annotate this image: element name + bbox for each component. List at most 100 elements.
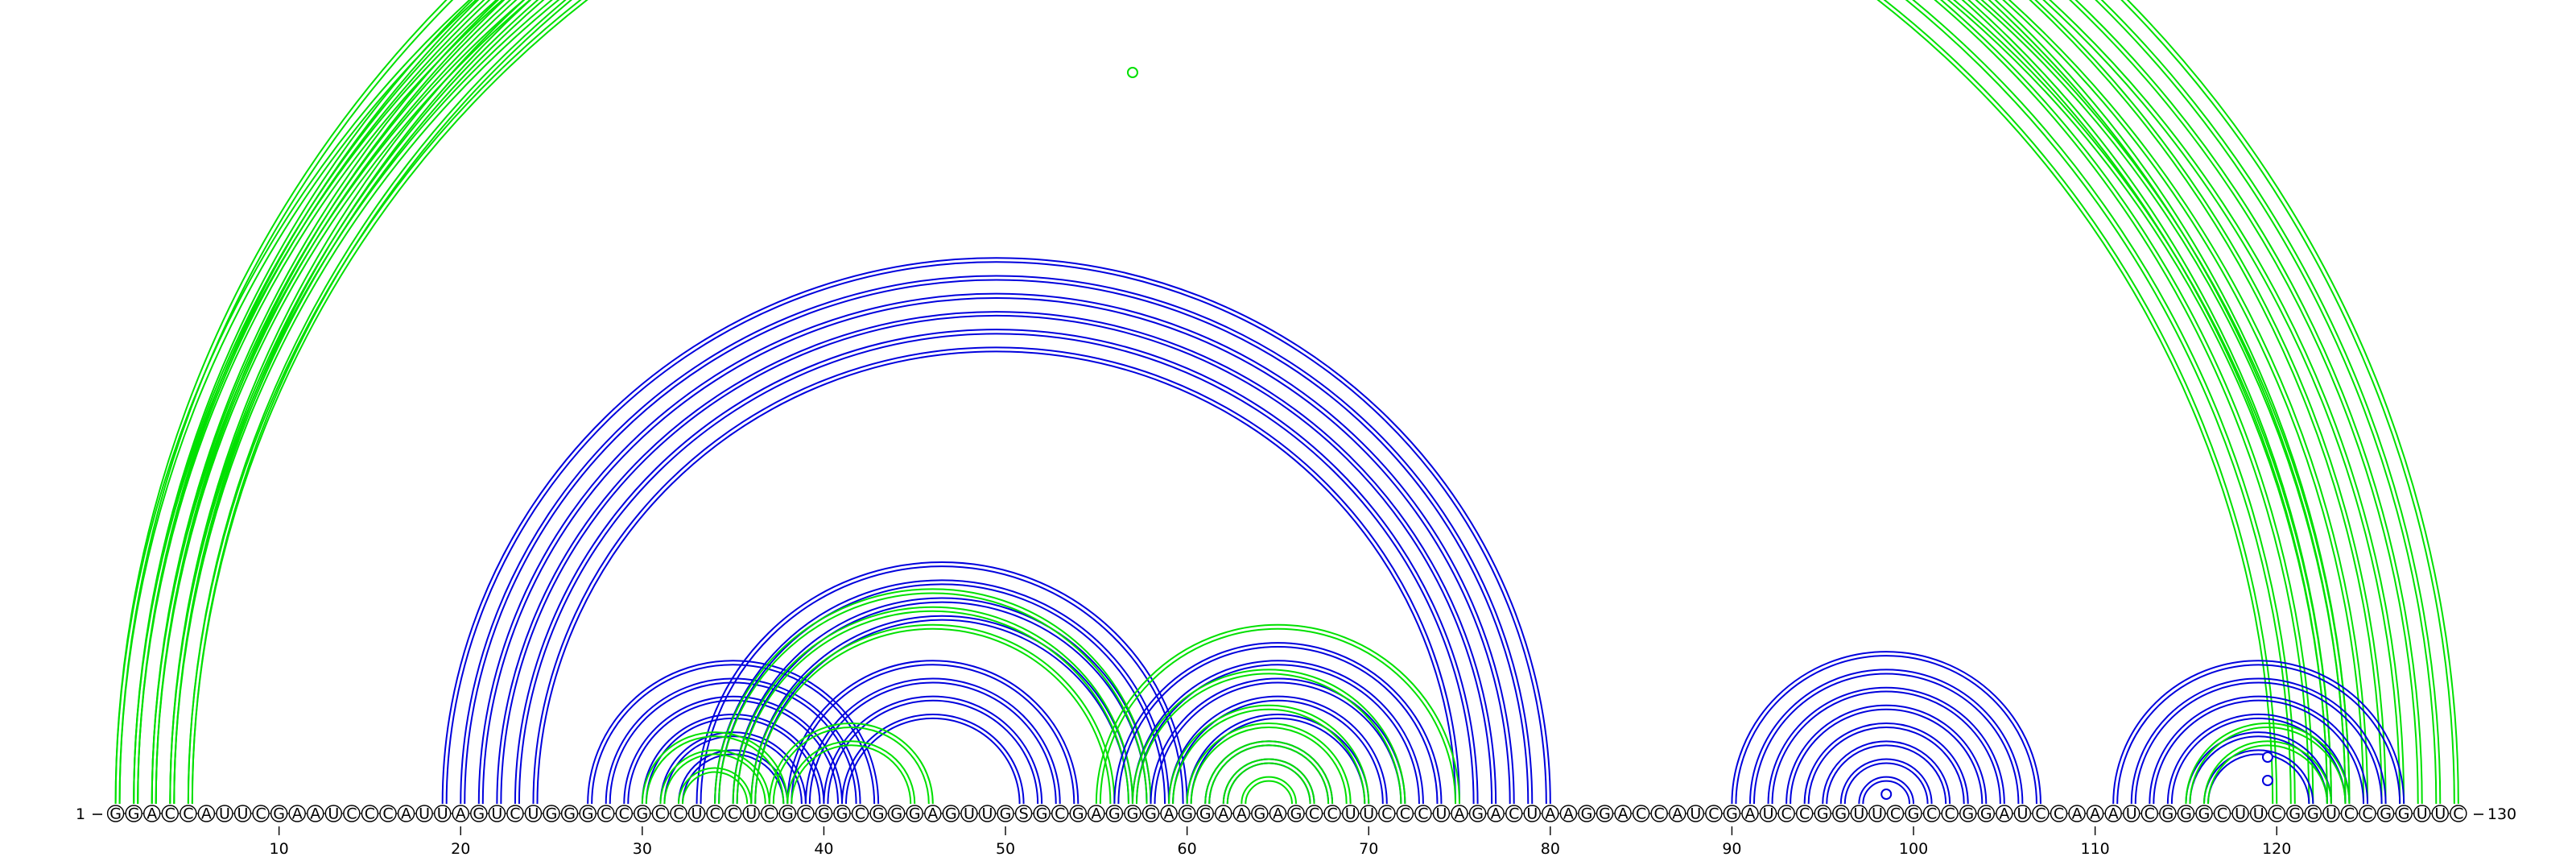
base-pair-arc [1822, 740, 1951, 805]
nucleotide: G [270, 805, 288, 823]
base-pair-arc [187, 0, 2278, 805]
nucleotide: A [1088, 805, 1105, 823]
tick-label: 50 [996, 840, 1015, 857]
svg-text:C: C [619, 805, 630, 823]
nucleotide: U [415, 805, 433, 823]
tick-label: 120 [2262, 840, 2291, 857]
svg-text:G: G [273, 805, 285, 823]
svg-text:U: U [2126, 805, 2137, 823]
base-pair-arc [2149, 695, 2369, 805]
nucleotide: G [125, 805, 142, 823]
nucleotide: G [543, 805, 560, 823]
nucleotide: A [1232, 805, 1251, 823]
base-pair-arc [514, 329, 1479, 805]
nucleotide: G [1251, 805, 1269, 823]
nucleotide: U [433, 805, 452, 823]
start-index-label: 1 [76, 805, 85, 823]
nucleotide: U [687, 805, 706, 823]
nucleotide: G [470, 805, 488, 823]
base-pair-arc [1222, 758, 1315, 805]
nucleotide: U [2413, 805, 2431, 823]
svg-text:G: G [782, 805, 794, 823]
svg-text:G: G [2198, 805, 2211, 823]
nucleotide: G [1578, 805, 1596, 823]
nucleotide: G [1977, 805, 1995, 823]
nucleotide: G [106, 805, 125, 823]
svg-text:G: G [1472, 805, 1484, 823]
nucleotide: G [942, 805, 960, 823]
nucleotide: G [833, 805, 851, 823]
svg-text:U: U [2326, 805, 2337, 823]
base-pair-arc [169, 0, 2296, 805]
svg-text:G: G [1817, 805, 1829, 823]
loop-marker [1126, 67, 1138, 78]
nucleotide: G [560, 805, 579, 823]
svg-text:U: U [237, 805, 249, 823]
svg-text:G: G [818, 805, 830, 823]
nucleotide: C [1886, 805, 1905, 823]
svg-text:G: G [873, 805, 885, 823]
nucleotide: U [1868, 805, 1886, 823]
base-pair-arc [1731, 651, 2041, 805]
nucleotide: G [1069, 805, 1087, 823]
position-axis: 10 20 30 40 50 60 70 80 90 100 110 120 [270, 826, 2291, 857]
svg-text:C: C [2054, 805, 2064, 823]
svg-text:A: A [1672, 805, 1682, 823]
svg-text:G: G [1181, 805, 1193, 823]
nucleotide: C [1941, 805, 1959, 823]
base-pair-arc [1858, 776, 1915, 805]
svg-text:G: G [1254, 805, 1266, 823]
svg-text:U: U [1853, 805, 1864, 823]
nucleotide: C [343, 805, 361, 823]
base-pair-arc [114, 0, 2459, 805]
svg-text:G: G [1980, 805, 1992, 823]
svg-text:A: A [201, 805, 212, 823]
svg-text:G: G [1199, 805, 1212, 823]
tick-label: 90 [1722, 840, 1741, 857]
svg-text:C: C [382, 805, 393, 823]
nucleotide: U [2322, 805, 2340, 823]
nucleotide: A [1614, 805, 1632, 823]
base-pair-arc [714, 579, 1170, 805]
svg-text:G: G [1908, 805, 1920, 823]
svg-text:G: G [546, 805, 558, 823]
svg-text:C: C [855, 805, 865, 823]
base-pair-arc [2112, 660, 2405, 805]
svg-text:A: A [1999, 805, 2009, 823]
svg-text:U: U [219, 805, 230, 823]
nucleotide: S [1014, 805, 1033, 823]
svg-text:A: A [292, 805, 303, 823]
nucleotide: C [1051, 805, 1069, 823]
tick-label: 30 [633, 840, 652, 857]
nucleotide: A [1451, 805, 1468, 823]
tick-label: 70 [1359, 840, 1378, 857]
nucleotide: U [233, 805, 252, 823]
base-pair-arc [732, 597, 1152, 805]
base-pair-arc [1113, 642, 1443, 805]
nucleotide: C [851, 805, 869, 823]
svg-text:U: U [745, 805, 757, 823]
nucleotide: A [1160, 805, 1178, 823]
nucleotide: C [724, 805, 742, 823]
nucleotide: A [307, 805, 324, 823]
svg-text:U: U [964, 805, 975, 823]
svg-text:C: C [1055, 805, 1065, 823]
svg-text:G: G [2307, 805, 2319, 823]
nucleotide: U [324, 805, 343, 823]
end-index-label: 130 [2487, 805, 2516, 823]
svg-text:C: C [510, 805, 520, 823]
svg-text:G: G [1000, 805, 1012, 823]
svg-text:C: C [2362, 805, 2372, 823]
svg-text:C: C [800, 805, 811, 823]
nucleotide: C [651, 805, 670, 823]
nucleotide: A [1669, 805, 1686, 823]
base-pair-arc [659, 749, 770, 805]
nucleotide: A [1487, 805, 1505, 823]
nucleotide: A [2104, 805, 2122, 823]
svg-text:G: G [473, 805, 485, 823]
svg-text:U: U [528, 805, 539, 823]
loop-marker [1880, 789, 1893, 800]
base-pair-arc [1785, 704, 1988, 805]
svg-text:U: U [2434, 805, 2446, 823]
